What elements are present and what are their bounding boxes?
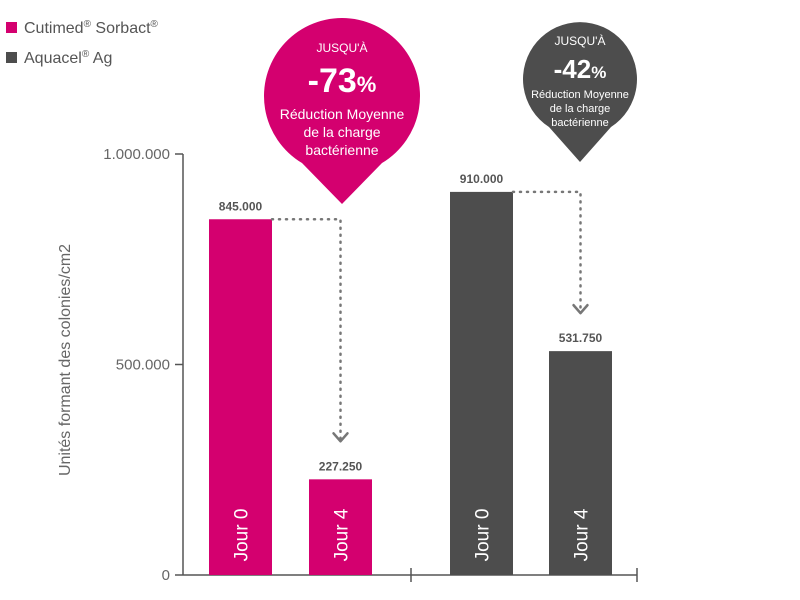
bar-value-label: 227.250 — [319, 459, 363, 473]
callout-top-cutimed: JUSQU'À — [317, 40, 368, 55]
bar-value-label: 910.000 — [460, 172, 504, 186]
bar-value-label: 531.750 — [559, 331, 603, 345]
bar-category-label: Jour 0 — [232, 509, 253, 562]
callout-line2-aquacel: de la charge — [550, 103, 611, 115]
bar — [309, 479, 372, 575]
bar-category-label: Jour 4 — [572, 508, 593, 561]
callout-aquacel: JUSQU'À -42% Réduction Moyenne de la cha… — [523, 22, 637, 163]
reduction-connectors — [270, 190, 589, 443]
bar — [450, 191, 513, 575]
y-axis-label: Unités formant des colonies/cm2 — [57, 244, 74, 476]
callout-value-cutimed: -73% — [308, 62, 377, 100]
y-tick-label: 1.000.000 — [103, 146, 170, 163]
y-tick-label: 0 — [162, 567, 170, 584]
legend-label-cutimed: Cutimed® Sorbact® — [24, 19, 159, 37]
callout-value-aquacel: -42% — [554, 54, 607, 84]
bar-value-label: 845.000 — [219, 199, 263, 213]
bar — [209, 219, 272, 575]
arrowhead — [572, 303, 589, 315]
legend-swatch-aquacel — [6, 52, 17, 63]
callout-line2-cutimed: de la charge — [303, 124, 380, 140]
callout-pin-cutimed — [264, 18, 420, 204]
legend-label-aquacel: Aquacel® Ag — [24, 49, 112, 67]
y-tick-label: 500.000 — [116, 357, 170, 374]
callout-line3-aquacel: bactérienne — [551, 117, 609, 129]
legend-swatch-cutimed — [6, 22, 17, 33]
arrowhead — [332, 432, 349, 443]
callout-line1-cutimed: Réduction Moyenne — [280, 106, 405, 122]
legend: Cutimed® Sorbact® Aquacel® Ag — [6, 19, 159, 67]
dotted-connector — [511, 190, 582, 313]
bar — [549, 351, 612, 575]
callout-line3-cutimed: bactérienne — [305, 142, 378, 158]
bars: 845.000 Jour 0 227.250 Jour 4 910.000 Jour 0 5… — [209, 172, 612, 575]
bar-category-label: Jour 4 — [332, 508, 353, 561]
callout-line1-aquacel: Réduction Moyenne — [531, 89, 629, 101]
bar-category-label: Jour 0 — [473, 509, 494, 562]
callout-cutimed: JUSQU'À -73% Réduction Moyenne de la cha… — [264, 18, 420, 204]
callout-pin-aquacel — [523, 22, 637, 163]
callout-top-aquacel: JUSQU'À — [555, 33, 606, 48]
y-ticks: 0 500.000 1.000.000 — [103, 146, 183, 584]
dotted-connector — [270, 218, 342, 441]
